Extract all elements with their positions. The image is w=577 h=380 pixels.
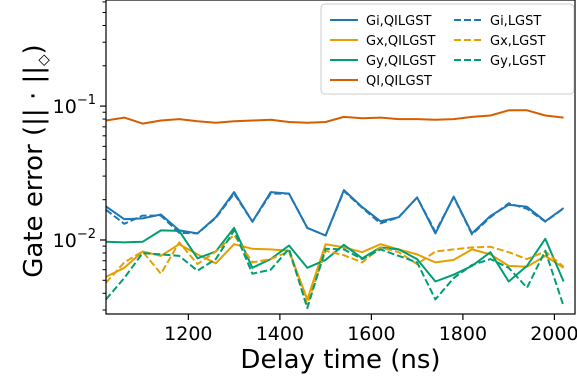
- plot-frame: [105, 0, 576, 315]
- legend-label-5: Gi,LGST: [490, 14, 541, 29]
- legend-label-6: Gx,LGST: [490, 34, 545, 49]
- series-line-1: [105, 189, 565, 237]
- x-axis-label: Delay time (ns): [240, 345, 440, 375]
- y-axis-label: Gate error (|| · ||◇): [19, 44, 52, 277]
- series-line-7: [105, 229, 565, 310]
- legend-box: [320, 3, 575, 95]
- legend-label-1: Gi,QILGST: [366, 14, 431, 29]
- y-tick-label: 10−2: [53, 227, 96, 252]
- legend-label-4: QI,QILGST: [366, 74, 432, 89]
- series-line-4: [105, 109, 564, 125]
- y-axis-label-close: ): [19, 44, 49, 54]
- x-tick-label: 1800: [439, 323, 487, 345]
- plot-area: [105, 109, 565, 310]
- axes: 1200 1400 1600 1800 2000 10−2 10−1: [53, 0, 577, 345]
- legend-label-3: Gy,QILGST: [366, 54, 436, 69]
- x-tick-label: 1200: [164, 323, 212, 345]
- legend: Gi,QILGST Gx,QILGST Gy,QILGST QI,QILGST Gi,L…: [320, 3, 575, 95]
- series-line-6: [105, 234, 565, 306]
- y-axis-label-symbol: ◇: [34, 54, 52, 66]
- x-tick-label: 1400: [256, 323, 304, 345]
- x-tick-label: 1600: [347, 323, 395, 345]
- y-tick-label: 10−1: [53, 93, 96, 118]
- legend-label-2: Gx,QILGST: [366, 34, 436, 49]
- y-axis-label-text: Gate error (|| · ||: [19, 66, 49, 278]
- x-tick-label: 2000: [530, 323, 577, 345]
- legend-label-7: Gy,LGST: [490, 54, 545, 69]
